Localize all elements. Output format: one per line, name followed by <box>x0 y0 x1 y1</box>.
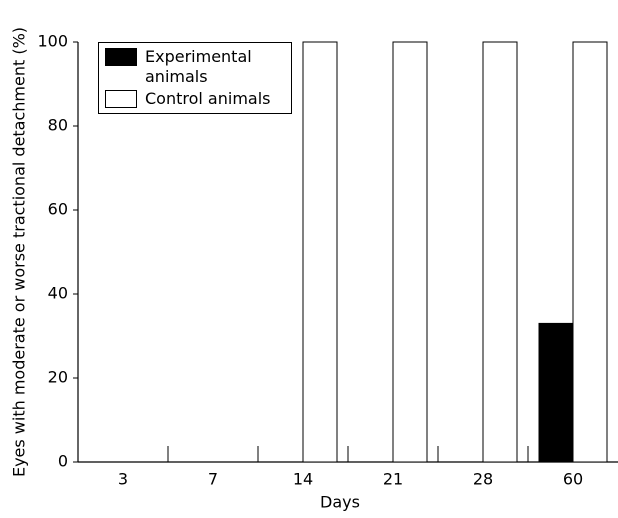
bar <box>538 322 574 463</box>
y-axis-label: Eyes with moderate or worse tractional d… <box>10 27 29 477</box>
x-tick-label: 14 <box>293 470 313 489</box>
x-axis-label: Days <box>320 493 360 512</box>
y-tick-label: 20 <box>48 368 68 387</box>
y-tick-label: 60 <box>48 200 68 219</box>
y-tick-label: 0 <box>58 452 68 471</box>
bar <box>302 41 338 463</box>
bar <box>482 41 518 463</box>
y-tick-label: 80 <box>48 116 68 135</box>
y-tick-label: 40 <box>48 284 68 303</box>
bar <box>392 41 428 463</box>
legend-entry: Experimental animals <box>105 47 291 87</box>
x-tick-label: 28 <box>473 470 493 489</box>
x-tick-label: 7 <box>208 470 218 489</box>
legend-label: Control animals <box>145 89 271 108</box>
x-tick-label: 21 <box>383 470 403 489</box>
y-tick-label: 100 <box>37 32 68 51</box>
legend-swatch <box>105 90 137 108</box>
x-tick-label: 3 <box>118 470 128 489</box>
legend-entry: Control animals <box>105 89 291 109</box>
x-tick-label: 60 <box>563 470 583 489</box>
bar <box>572 41 608 463</box>
legend: Experimental animals Control animals <box>98 42 292 114</box>
legend-swatch <box>105 48 137 66</box>
legend-label: Experimental animals <box>145 47 252 86</box>
